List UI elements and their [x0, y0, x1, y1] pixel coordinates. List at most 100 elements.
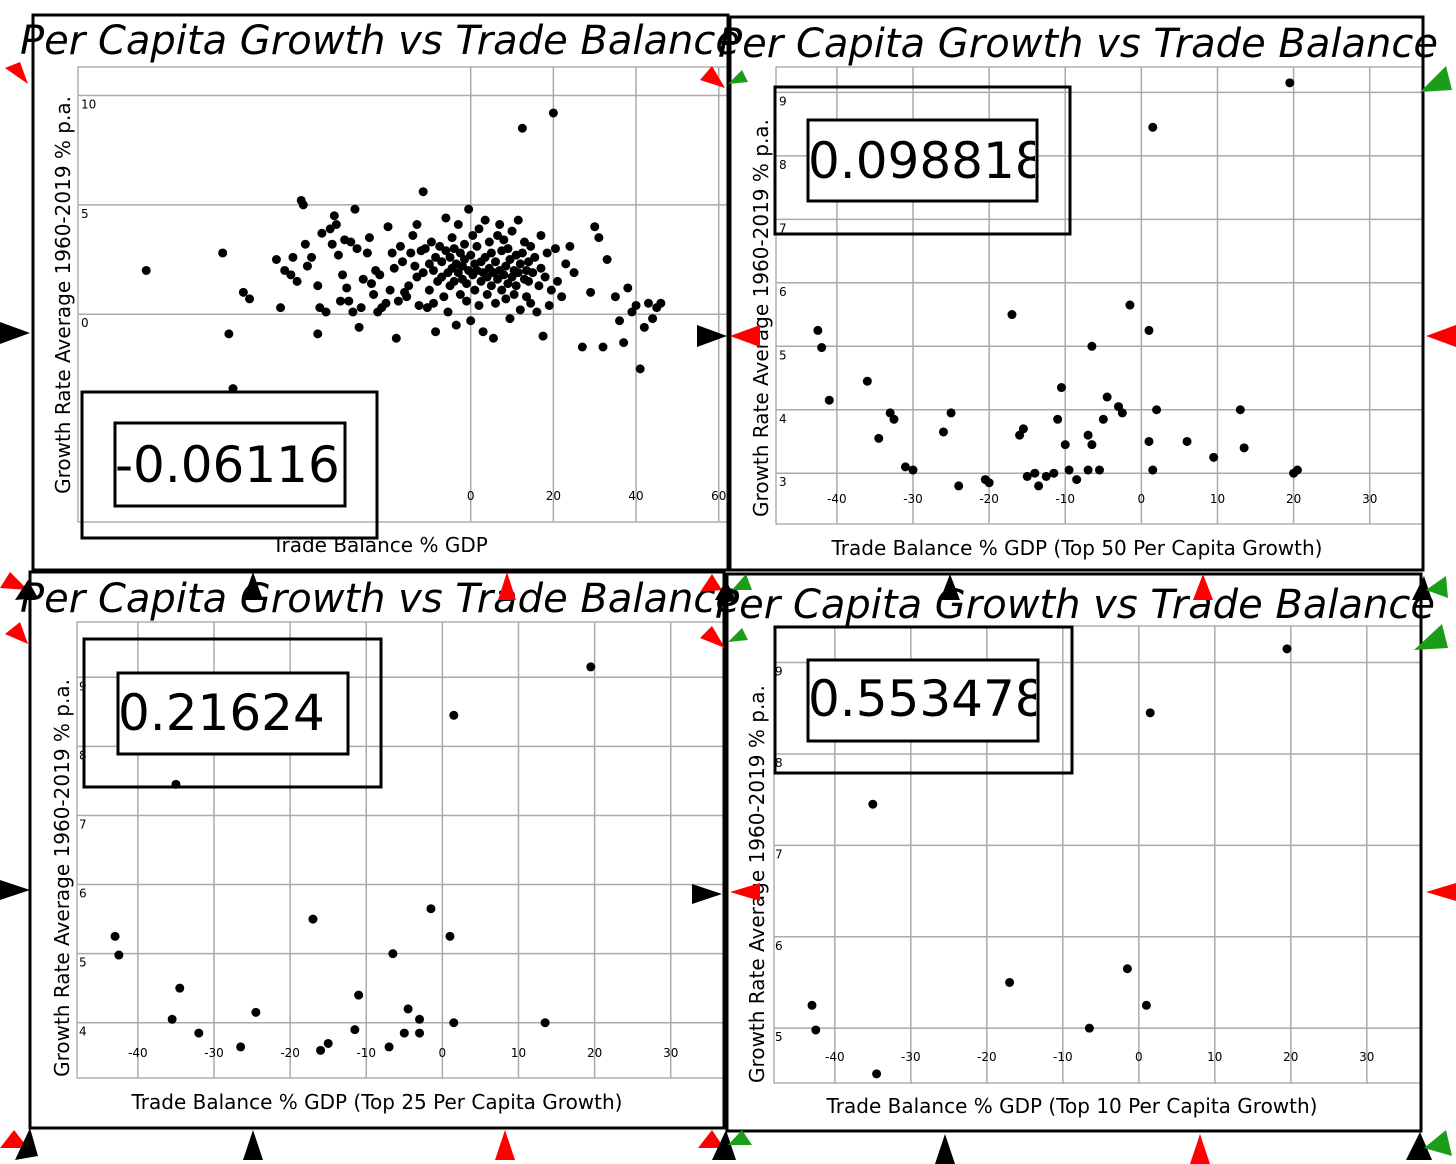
- arrow-marker: [697, 325, 727, 347]
- data-point: [462, 296, 472, 306]
- data-point: [1102, 392, 1112, 402]
- correlation-inner-box: [116, 671, 350, 756]
- panel-frame: [725, 572, 1423, 1133]
- data-point: [236, 1042, 246, 1052]
- data-point: [534, 281, 544, 291]
- y-tick-label: 5: [775, 1030, 783, 1044]
- y-tick-label: 8: [775, 756, 783, 770]
- data-point: [811, 1025, 821, 1035]
- data-point: [478, 327, 488, 337]
- data-point: [414, 300, 424, 310]
- data-point: [468, 230, 478, 240]
- data-point: [550, 244, 560, 254]
- arrow-marker: [5, 62, 28, 84]
- data-point: [1148, 465, 1158, 475]
- correlation-value: 0.21624: [118, 684, 325, 742]
- data-point: [346, 237, 356, 247]
- x-axis-label: Trade Balance % GDP (Top 10 Per Capita G…: [826, 1094, 1318, 1118]
- data-point: [406, 248, 416, 258]
- data-point: [323, 1038, 333, 1048]
- arrow-marker: [692, 884, 722, 904]
- y-tick-label: 9: [775, 665, 783, 679]
- data-point: [426, 237, 436, 247]
- data-point: [1056, 383, 1066, 393]
- data-point: [565, 241, 575, 251]
- data-point: [288, 252, 298, 262]
- data-point: [900, 462, 910, 472]
- y-tick-label: 3: [779, 475, 787, 489]
- x-tick-label: -30: [901, 1050, 921, 1064]
- y-tick-label: 5: [779, 348, 787, 362]
- panel-frame: [28, 570, 726, 1130]
- data-point: [548, 108, 558, 118]
- data-point: [466, 316, 476, 326]
- chart-panel-4: -40 -30 -20 -10 0 10 20 30 5 6 7 8 9 Per Capita Growt…: [715, 572, 1435, 1133]
- arrow-marker: [495, 1130, 515, 1160]
- x-tick-label: -30: [204, 1046, 224, 1060]
- data-point: [443, 307, 453, 317]
- data-point: [308, 914, 318, 924]
- y-axis-label: Growth Rate Average 1960-2019 % p.a.: [51, 96, 75, 494]
- data-point: [317, 228, 327, 238]
- data-point: [557, 292, 567, 302]
- panel-frame: [31, 13, 730, 572]
- data-point: [395, 241, 405, 251]
- data-point: [350, 204, 360, 214]
- data-point: [503, 279, 513, 289]
- data-point: [167, 1014, 177, 1024]
- x-tick-label: -10: [1055, 492, 1075, 506]
- data-point: [524, 276, 534, 286]
- data-point: [1041, 471, 1051, 481]
- data-point: [513, 268, 523, 278]
- data-point: [437, 257, 447, 267]
- data-point: [501, 294, 511, 304]
- data-point: [1239, 443, 1249, 453]
- y-tick-label: 9: [779, 94, 787, 108]
- arrow-marker: [1420, 66, 1452, 92]
- data-point: [635, 364, 645, 374]
- x-tick-label: 60: [711, 489, 726, 503]
- data-point: [418, 187, 428, 197]
- arrow-marker: [15, 1128, 38, 1160]
- data-point: [462, 279, 472, 289]
- data-point: [354, 322, 364, 332]
- data-point: [503, 244, 513, 254]
- data-point: [813, 325, 823, 335]
- data-point: [218, 248, 228, 258]
- correlation-inner-box: [113, 421, 347, 508]
- correlation-outer-box: [80, 390, 379, 540]
- arrow-marker: [935, 1134, 955, 1164]
- data-point: [389, 263, 399, 273]
- chart-title: Per Capita Growth vs Trade Balance: [20, 18, 740, 64]
- data-point: [639, 322, 649, 332]
- data-point: [307, 252, 317, 262]
- x-tick-label: 20: [1286, 492, 1301, 506]
- data-point: [141, 265, 151, 275]
- data-point: [486, 248, 496, 258]
- data-point: [954, 481, 964, 491]
- data-point: [1072, 475, 1082, 485]
- arrow-marker: [0, 572, 28, 590]
- y-tick-label: 7: [775, 847, 783, 861]
- data-point: [540, 1018, 550, 1028]
- data-point: [453, 268, 463, 278]
- x-tick-label: 40: [628, 489, 643, 503]
- correlation-value: 0.0988185: [808, 132, 1078, 190]
- data-point: [1122, 964, 1132, 974]
- arrow-marker: [1426, 883, 1456, 901]
- data-point: [1084, 1023, 1094, 1033]
- arrow-marker: [730, 325, 760, 347]
- data-point: [439, 292, 449, 302]
- data-point: [1282, 644, 1292, 654]
- data-point: [384, 1042, 394, 1052]
- data-point: [354, 990, 364, 1000]
- data-point: [1098, 414, 1108, 424]
- arrow-marker: [732, 574, 752, 590]
- data-point: [1145, 708, 1155, 718]
- data-point: [807, 1000, 817, 1010]
- y-tick-label: 5: [79, 956, 87, 970]
- data-point: [643, 298, 653, 308]
- data-point: [445, 931, 455, 941]
- data-point: [1087, 341, 1097, 351]
